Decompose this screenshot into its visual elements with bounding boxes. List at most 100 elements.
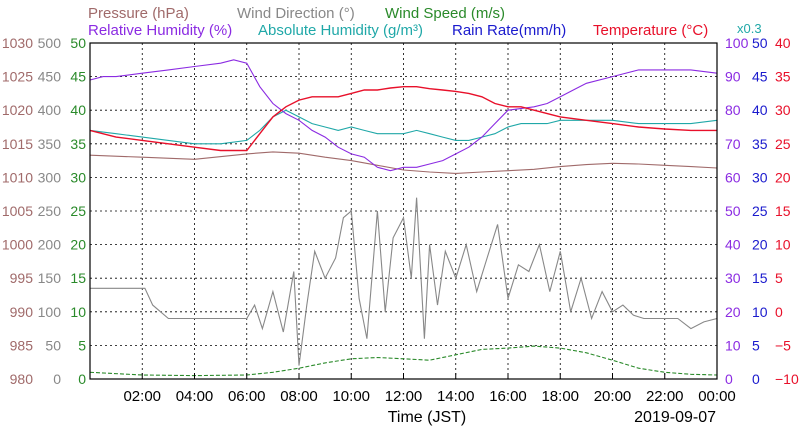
series-temperature-c (89, 85, 717, 152)
tick-wind_direction-9: 450 (38, 69, 62, 85)
x-axis-label: Time (JST) (388, 409, 467, 426)
series-group (89, 59, 718, 380)
x-tick-label-5: 12:00 (385, 388, 423, 405)
tick-wind_speed-7: 35 (70, 136, 86, 152)
tick-humidity-0: 0 (725, 371, 733, 387)
tick-rain-8: 40 (752, 102, 768, 118)
tick-wind_direction-0: 0 (53, 371, 61, 387)
tick-humidity-8: 80 (725, 102, 741, 118)
tick-humidity-7: 70 (725, 136, 741, 152)
tick-temperature-4: 10 (775, 237, 791, 253)
tick-wind_speed-5: 25 (70, 203, 86, 219)
tick-wind_speed-0: 0 (78, 371, 86, 387)
tick-temperature-0: −10 (775, 371, 799, 387)
tick-rain-9: 45 (752, 69, 768, 85)
legend-row1-2: Wind Speed (m/s) (385, 5, 505, 22)
tick-pressure-8: 1020 (2, 102, 33, 118)
tick-wind_direction-8: 400 (38, 102, 62, 118)
tick-wind_direction-5: 250 (38, 203, 62, 219)
series-absolute-humidity-g-m (89, 109, 718, 145)
tick-humidity-5: 50 (725, 203, 741, 219)
tick-humidity-9: 90 (725, 69, 741, 85)
tick-wind_speed-6: 30 (70, 169, 86, 185)
tick-pressure-2: 990 (10, 304, 34, 320)
x-tick-label-0: 02:00 (123, 388, 161, 405)
tick-rain-10: 50 (752, 35, 768, 51)
tick-humidity-3: 30 (725, 270, 741, 286)
tick-wind_speed-3: 15 (70, 270, 86, 286)
tick-rain-2: 10 (752, 304, 768, 320)
tick-wind_direction-10: 500 (38, 35, 62, 51)
series-wind-speed-m-s (89, 345, 718, 377)
x-tick-label-7: 16:00 (489, 388, 527, 405)
legend-row1-0: Pressure (hPa) (88, 5, 189, 22)
tick-wind_speed-2: 10 (70, 304, 86, 320)
tick-wind_direction-3: 150 (38, 270, 62, 286)
tick-wind_direction-2: 100 (38, 304, 62, 320)
legend: Pressure (hPa) Wind Direction (°) Wind Spe… (88, 5, 708, 39)
series-wind-direction (90, 197, 718, 366)
tick-pressure-3: 995 (10, 270, 34, 286)
legend-row2-3: Temperature (°C) (593, 22, 708, 39)
tick-rain-0: 0 (752, 371, 760, 387)
x-tick-label-2: 06:00 (228, 388, 266, 405)
series-pressure-hpa (89, 151, 718, 174)
tick-pressure-10: 1030 (2, 35, 33, 51)
tick-wind_direction-7: 350 (38, 136, 62, 152)
tick-temperature-10: 40 (775, 35, 791, 51)
x-tick-label-6: 14:00 (437, 388, 475, 405)
legend-row2-0: Relative Humidity (%) (88, 22, 232, 39)
axes: 9809859909951000100510101015102010251030… (2, 35, 799, 405)
tick-pressure-7: 1015 (2, 136, 33, 152)
tick-pressure-4: 1000 (2, 237, 33, 253)
legend-row2-1: Absolute Humidity (g/m³) (258, 22, 423, 39)
tick-rain-1: 5 (752, 337, 760, 353)
tick-temperature-8: 30 (775, 102, 791, 118)
x-tick-label-9: 20:00 (594, 388, 632, 405)
tick-temperature-2: 0 (775, 304, 783, 320)
tick-rain-6: 30 (752, 169, 768, 185)
tick-temperature-6: 20 (775, 169, 791, 185)
tick-pressure-5: 1005 (2, 203, 33, 219)
tick-pressure-0: 980 (10, 371, 34, 387)
tick-humidity-4: 40 (725, 237, 741, 253)
tick-rain-5: 25 (752, 203, 768, 219)
tick-temperature-3: 5 (775, 270, 783, 286)
tick-wind_speed-1: 5 (78, 337, 86, 353)
date-label: 2019-09-07 (634, 409, 716, 426)
legend-row2-2: Rain Rate(mm/h) (452, 22, 566, 39)
series-relative-humidity (89, 59, 718, 172)
legend-row1-1: Wind Direction (°) (237, 5, 355, 22)
tick-rain-7: 35 (752, 136, 768, 152)
tick-temperature-9: 35 (775, 69, 791, 85)
grid (90, 43, 717, 379)
tick-rain-3: 15 (752, 270, 768, 286)
x-tick-label-1: 04:00 (176, 388, 214, 405)
tick-wind_speed-8: 40 (70, 102, 86, 118)
tick-humidity-10: 100 (725, 35, 749, 51)
x-tick-label-3: 08:00 (280, 388, 318, 405)
x-tick-label-11: 00:00 (698, 388, 736, 405)
tick-wind_direction-1: 50 (45, 337, 61, 353)
tick-pressure-1: 985 (10, 337, 34, 353)
tick-rain-4: 20 (752, 237, 768, 253)
tick-pressure-6: 1010 (2, 169, 33, 185)
tick-pressure-9: 1025 (2, 69, 33, 85)
x-tick-label-8: 18:00 (541, 388, 579, 405)
tick-wind_direction-4: 200 (38, 237, 62, 253)
tick-temperature-1: −5 (775, 337, 791, 353)
x-tick-label-4: 10:00 (332, 388, 370, 405)
tick-wind_speed-10: 50 (70, 35, 86, 51)
tick-humidity-2: 20 (725, 304, 741, 320)
tick-temperature-5: 15 (775, 203, 791, 219)
tick-humidity-6: 60 (725, 169, 741, 185)
tick-wind_direction-6: 300 (38, 169, 62, 185)
x-tick-label-10: 22:00 (646, 388, 684, 405)
tick-temperature-7: 25 (775, 136, 791, 152)
tick-wind_speed-9: 45 (70, 69, 86, 85)
tick-wind_speed-4: 20 (70, 237, 86, 253)
tick-humidity-1: 10 (725, 337, 741, 353)
scale-note: x0.3 (737, 21, 762, 36)
